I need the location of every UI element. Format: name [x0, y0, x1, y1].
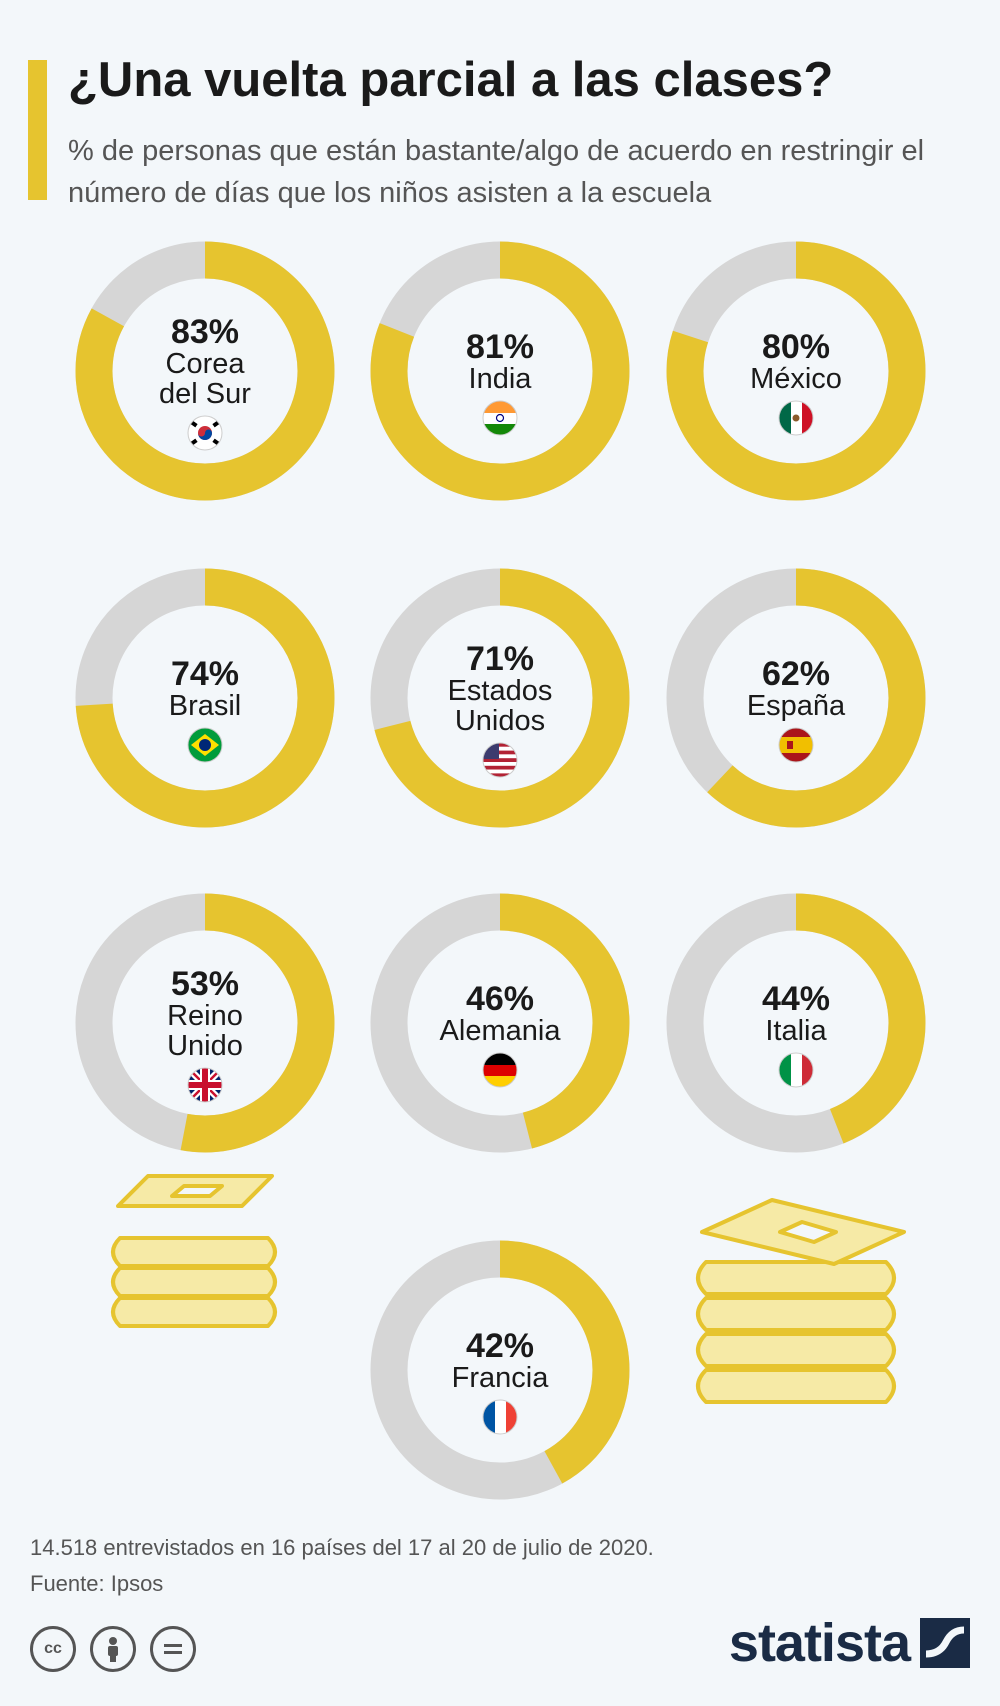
france-flag-icon [482, 1399, 518, 1435]
cc-icon[interactable]: cc [30, 1626, 76, 1672]
value-label: 80% [762, 328, 830, 366]
country-label: Alemania [440, 1015, 562, 1047]
value-label: 44% [762, 980, 830, 1018]
country-label: Italia [765, 1015, 827, 1047]
page-subtitle: % de personas que están bastante/algo de… [68, 135, 925, 209]
brazil-flag-icon [187, 727, 223, 763]
donut-italia: 44%Italia [666, 893, 926, 1153]
title-accent-bar [28, 60, 47, 200]
book-stack-left-icon [111, 1174, 277, 1328]
country-label: Estados [448, 675, 553, 707]
donut-francia: 42%Francia [370, 1240, 630, 1500]
donut-value-arc [75, 893, 335, 1153]
mexico-flag-icon [778, 400, 814, 436]
donut-value-arc [666, 568, 926, 828]
donut-value-arc [666, 893, 926, 1153]
survey-note: 14.518 entrevistados en 16 países del 17… [30, 1535, 654, 1560]
south-korea-flag-icon [187, 415, 223, 451]
value-label: 42% [466, 1327, 534, 1365]
country-label: México [750, 363, 842, 395]
no-derivatives-icon[interactable] [150, 1626, 196, 1672]
country-label: Brasil [169, 690, 242, 722]
donut-méxico: 80%México [666, 241, 926, 501]
donut-value-arc [370, 568, 630, 828]
donut-value-arc [75, 568, 335, 828]
donut-value-arc [666, 241, 926, 501]
donut-alemania: 46%Alemania [370, 893, 630, 1153]
donut-value-arc [370, 1240, 630, 1500]
country-label: Unido [167, 1030, 243, 1062]
usa-flag-icon [482, 742, 518, 778]
value-label: 53% [171, 965, 239, 1003]
donut-brasil: 74%Brasil [75, 568, 335, 828]
attribution-icon[interactable] [90, 1626, 136, 1672]
page-title: ¿Una vuelta parcial a las clases? [68, 53, 834, 107]
donut-value-arc [370, 241, 630, 501]
donut-value-arc [370, 893, 630, 1153]
statista-logo-icon [920, 1618, 970, 1668]
value-label: 71% [466, 640, 534, 678]
country-label: del Sur [159, 378, 251, 410]
country-label: Corea [166, 348, 246, 380]
footnote: 14.518 entrevistados en 16 países del 17… [30, 1530, 654, 1602]
value-label: 81% [466, 328, 534, 366]
country-label: Francia [452, 1362, 550, 1394]
book-stack-right-icon [696, 1198, 906, 1404]
country-label: Unidos [455, 705, 545, 737]
source-note: Fuente: Ipsos [30, 1571, 164, 1596]
country-label: India [469, 363, 533, 395]
statista-logo[interactable]: statista [729, 1612, 970, 1674]
donut-españa: 62%España [666, 568, 926, 828]
value-label: 62% [762, 655, 830, 693]
value-label: 46% [466, 980, 534, 1018]
license-icons: cc [30, 1626, 196, 1672]
country-label: Reino [167, 1000, 243, 1032]
value-label: 83% [171, 313, 239, 351]
india-flag-icon [482, 400, 518, 436]
country-label: España [747, 690, 846, 722]
spain-flag-icon [778, 727, 814, 763]
germany-flag-icon [482, 1052, 518, 1088]
value-label: 74% [171, 655, 239, 693]
brand-name: statista [728, 1613, 911, 1673]
uk-flag-icon [187, 1067, 223, 1103]
donut-india: 81%India [370, 241, 630, 501]
donut-value-arc [75, 241, 335, 501]
italy-flag-icon [778, 1052, 814, 1088]
